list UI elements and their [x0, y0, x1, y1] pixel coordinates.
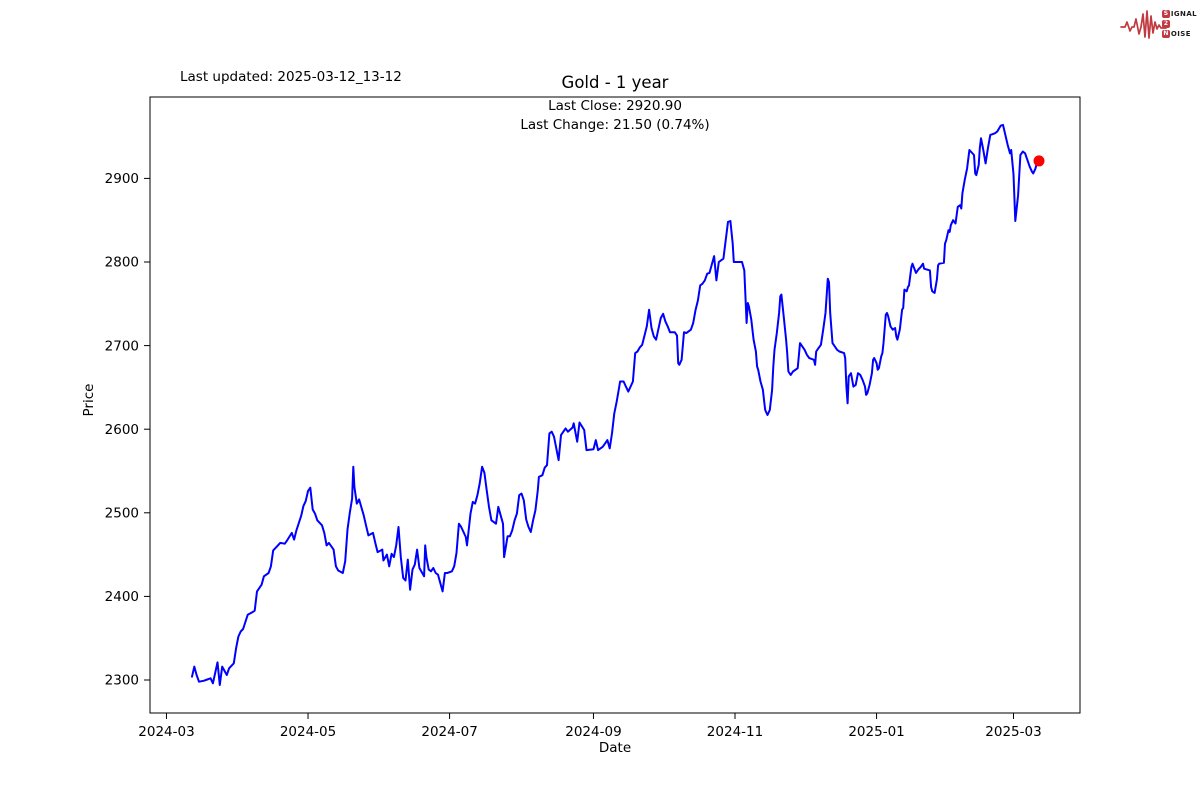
y-tick-label: 2600 [105, 422, 139, 438]
plot-frame [149, 96, 1081, 714]
axis-ticks: 2300 2400 2500 2600 2700 2800 2900 2024-03 2024-… [105, 171, 1042, 740]
y-tick-label: 2800 [105, 255, 139, 271]
chart-subtitle-last-close: Last Close: 2920.90 [548, 98, 682, 114]
x-axis-label: Date [599, 740, 631, 756]
last-updated-text: Last updated: 2025-03-12_13-12 [180, 69, 402, 85]
y-axis-label: Price [81, 384, 97, 417]
y-tick-label: 2900 [105, 171, 139, 187]
logo-word-oise: OISE [1170, 29, 1191, 38]
waveform-icon [1120, 10, 1167, 39]
signal2noise-logo: S IGNAL 2 N OISE [1120, 6, 1197, 42]
x-tick-label: 2024-09 [565, 724, 621, 740]
logo-badge-n: N [1161, 30, 1170, 38]
y-tick-label: 2500 [105, 506, 139, 522]
logo-badge-s: S [1161, 10, 1170, 18]
x-tick-label: 2024-03 [138, 724, 194, 740]
x-tick-label: 2025-01 [848, 724, 904, 740]
gold-price-line [191, 123, 1040, 686]
chart-title: Gold - 1 year [562, 73, 669, 92]
chart-subtitle-last-change: Last Change: 21.50 (0.74%) [520, 117, 709, 133]
x-tick-label: 2024-07 [421, 724, 477, 740]
x-tick-label: 2025-03 [985, 724, 1041, 740]
x-tick-label: 2024-05 [280, 724, 336, 740]
y-tick-label: 2700 [105, 338, 139, 354]
last-price-marker [1033, 155, 1045, 167]
x-tick-label: 2024-11 [707, 724, 763, 740]
y-tick-label: 2300 [105, 673, 139, 689]
logo-text: S IGNAL 2 N OISE [1161, 9, 1197, 39]
y-tick-label: 2400 [105, 589, 139, 605]
logo-word-ignal: IGNAL [1170, 9, 1197, 18]
price-line-series [191, 123, 1045, 686]
logo-badge-2: 2 [1161, 20, 1170, 28]
